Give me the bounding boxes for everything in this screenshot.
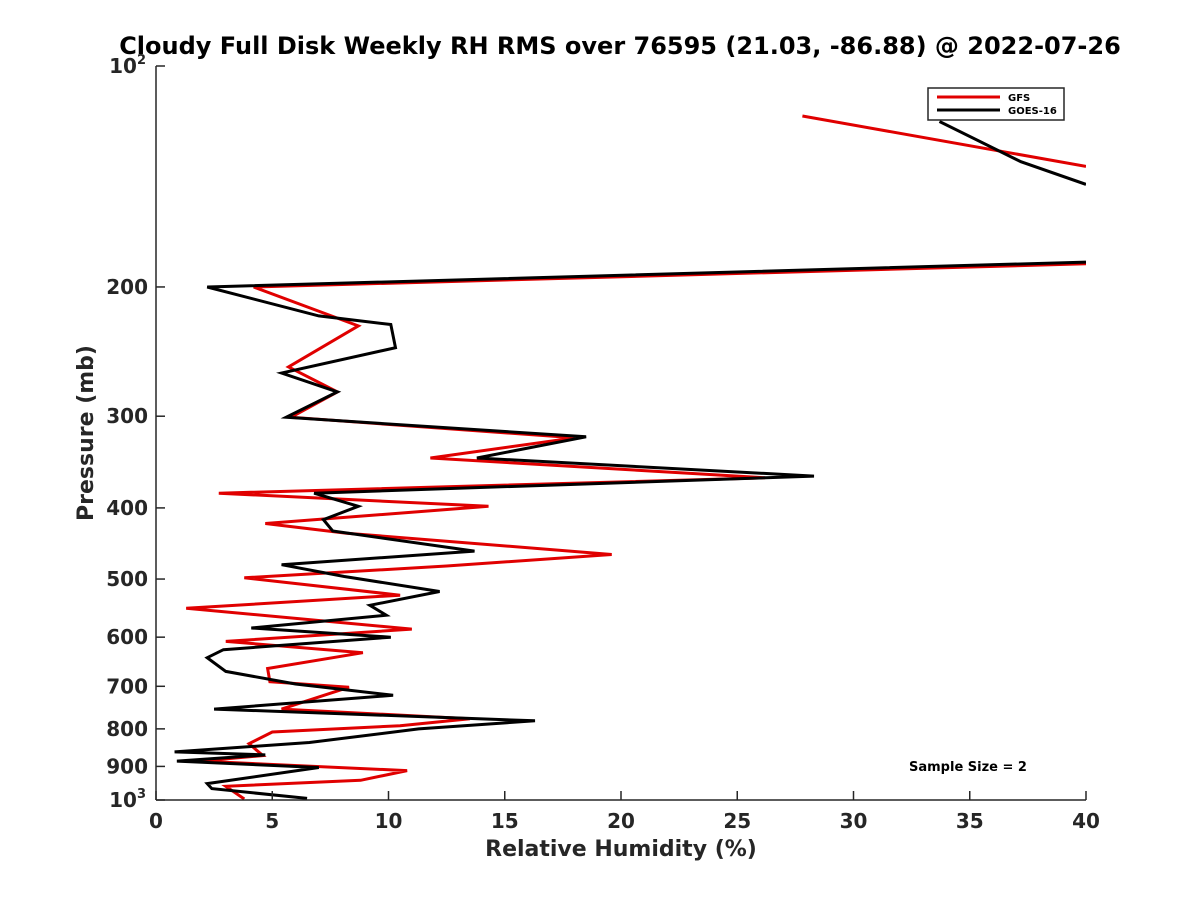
x-tick-label-40: 40 — [1072, 809, 1100, 833]
y-tick-label-900: 900 — [106, 754, 148, 778]
series-layer — [174, 114, 1086, 800]
series-line-gfs-segment-1 — [802, 114, 1086, 168]
series-line-goes-16-segment-2 — [174, 260, 1086, 800]
y-tick-label-700: 700 — [106, 674, 148, 698]
x-tick-label-25: 25 — [723, 809, 751, 833]
y-tick-exponent-1000: 3 — [137, 787, 146, 802]
x-tick-label-20: 20 — [607, 809, 635, 833]
x-tick-label-0: 0 — [149, 809, 163, 833]
legend-box — [927, 87, 1065, 121]
legend: GFS GOES-16 — [927, 87, 1065, 121]
y-axis-label: Pressure (mb) — [74, 345, 99, 521]
x-tick-label-15: 15 — [491, 809, 519, 833]
sample-size-annotation: Sample Size = 2 — [909, 760, 1027, 775]
y-tick-label-800: 800 — [106, 717, 148, 741]
y-tick-label-500: 500 — [106, 567, 148, 591]
chart-title: Cloudy Full Disk Weekly RH RMS over 7659… — [119, 32, 1121, 60]
y-tick-label-300: 300 — [106, 404, 148, 428]
legend-label-goes-16: GOES-16 — [1008, 106, 1057, 117]
y-tick-label-400: 400 — [106, 496, 148, 520]
x-axis-label: Relative Humidity (%) — [485, 837, 757, 862]
x-tick-label-5: 5 — [265, 809, 279, 833]
series-line-goes-16-segment-1 — [938, 120, 1086, 186]
x-tick-label-10: 10 — [375, 809, 403, 833]
axes-layer: 0 5 10 15 20 25 30 35 40102200300400500600700800… — [106, 53, 1100, 833]
x-tick-label-30: 30 — [840, 809, 868, 833]
x-tick-label-35: 35 — [956, 809, 984, 833]
y-tick-label-600: 600 — [106, 625, 148, 649]
legend-label-gfs: GFS — [1008, 93, 1030, 104]
y-tick-label-200: 200 — [106, 275, 148, 299]
y-tick-exponent-100: 2 — [137, 53, 146, 68]
